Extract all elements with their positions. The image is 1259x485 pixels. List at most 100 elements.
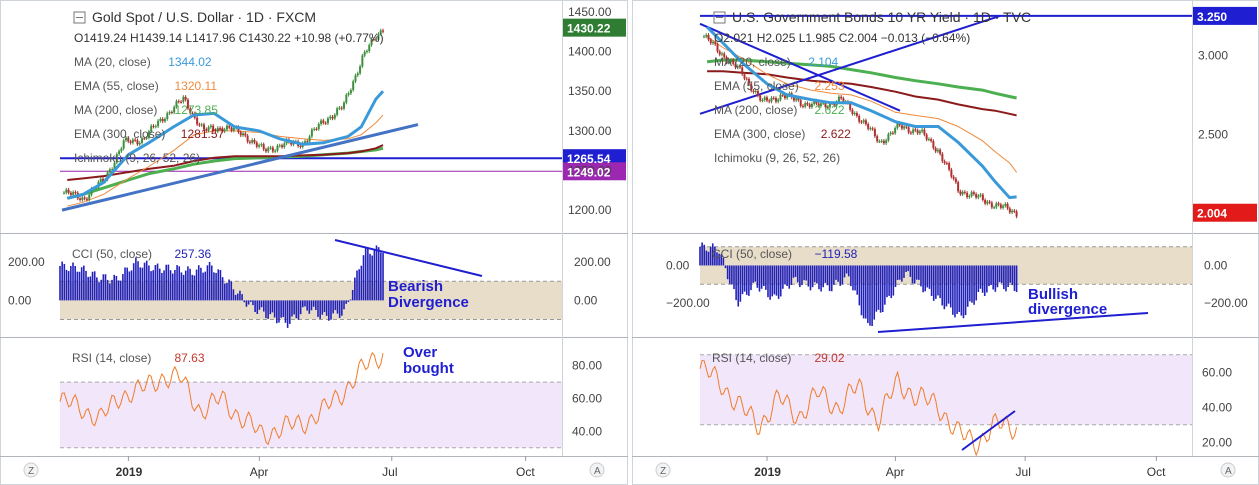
candle-body [79, 198, 82, 200]
candle-body [212, 125, 215, 131]
rsi-y-tick: 40.00 [1202, 400, 1232, 414]
candle-body [729, 59, 732, 62]
candle-body [143, 138, 146, 140]
candle-body [948, 163, 951, 170]
candle-body [81, 197, 84, 200]
candle-body [349, 90, 352, 94]
candle-body [761, 99, 764, 101]
ma20-line [706, 25, 1017, 200]
candle-body [754, 90, 757, 92]
indicator-label: Ichimoku (9, 26, 52, 26) [74, 151, 200, 165]
candle-body [230, 127, 233, 131]
candle-body [248, 141, 251, 143]
candle-body [354, 75, 357, 82]
auto-button-label: A [1225, 466, 1232, 477]
candle-body [777, 99, 780, 102]
candle-body [819, 103, 822, 106]
candle-body [186, 99, 189, 109]
candle-body [237, 126, 240, 133]
candle-body [276, 145, 279, 151]
candle-body [720, 53, 723, 55]
x-tick-label: Apr [886, 465, 905, 479]
candle-body [786, 95, 789, 99]
candle-body [150, 125, 153, 132]
candle-body [189, 108, 192, 114]
price-tag [563, 18, 626, 37]
rsi-band [700, 354, 1192, 425]
candle-body [781, 94, 784, 96]
rsi-value: 87.63 [175, 351, 205, 365]
candle-body [145, 137, 148, 139]
candle-body [157, 120, 160, 127]
candle-body [815, 100, 818, 104]
candle-body [864, 120, 867, 125]
indicator-label: MA (20, close) [714, 55, 791, 69]
candle-body [896, 123, 899, 129]
candle-body [209, 125, 212, 128]
candle-body [770, 97, 773, 102]
candle-body [858, 115, 861, 122]
panel-gold [0, 0, 628, 485]
candle-body [732, 59, 735, 64]
candle-body [336, 108, 339, 115]
candle-body [122, 140, 125, 149]
candle-body [115, 154, 118, 163]
chart-title: Gold Spot / U.S. Dollar · 1D · FXCM [92, 9, 316, 25]
candle-body [703, 36, 705, 38]
price-tag [1193, 6, 1257, 25]
candle-body [363, 51, 366, 56]
candle-body [274, 150, 277, 152]
rsi-trend-line [961, 410, 1016, 451]
cci-left-tick: −200.00 [666, 296, 710, 310]
candle-body [914, 129, 917, 131]
cci-y-tick: 0.00 [574, 293, 598, 307]
candle-body [860, 121, 863, 123]
candle-body [320, 120, 323, 124]
annotation-bearish: Bearish [388, 278, 443, 295]
candle-body [370, 39, 373, 46]
candle-body [264, 149, 267, 152]
candle-body [988, 201, 991, 203]
auto-button-label: A [594, 466, 601, 477]
candle-body [345, 94, 348, 103]
trendline-upper [699, 14, 1001, 115]
candle-body [997, 203, 1000, 205]
candle-body [822, 102, 825, 104]
candle-body [269, 147, 272, 149]
candle-body [175, 101, 178, 107]
candle-body [903, 126, 906, 129]
candle-body [718, 51, 721, 55]
candle-body [306, 141, 309, 143]
candle-body [65, 189, 68, 193]
candle-body [907, 127, 910, 133]
ma200-line [706, 58, 1017, 100]
indicator-value: 1273.85 [175, 103, 219, 117]
price-tag-label: 2.004 [1197, 207, 1227, 221]
candle-body [283, 143, 286, 148]
candle-body [853, 113, 856, 115]
candle-body [840, 96, 843, 99]
price-tag [1193, 203, 1257, 222]
candle-body [324, 122, 327, 124]
candle-body [801, 105, 804, 107]
cci-y-tick: 200.00 [574, 255, 611, 269]
candle-body [118, 151, 121, 155]
candle-body [725, 57, 728, 63]
candle-body [375, 39, 378, 41]
candle-body [136, 140, 139, 145]
candle-body [223, 129, 226, 132]
candle-body [750, 83, 753, 91]
candle-body [963, 191, 966, 193]
candle-body [927, 139, 930, 141]
candle-body [99, 178, 102, 182]
candle-body [936, 149, 939, 152]
candle-body [216, 127, 219, 132]
indicator-value: 2.104 [808, 55, 838, 69]
cci-y-tick: 0.00 [1204, 258, 1228, 272]
indicator-label: MA (20, close) [74, 55, 151, 69]
rsi-y-tick: 60.00 [1202, 365, 1232, 379]
candle-body [168, 112, 171, 114]
x-tick-label: 2019 [116, 465, 143, 479]
candle-body [246, 135, 249, 142]
